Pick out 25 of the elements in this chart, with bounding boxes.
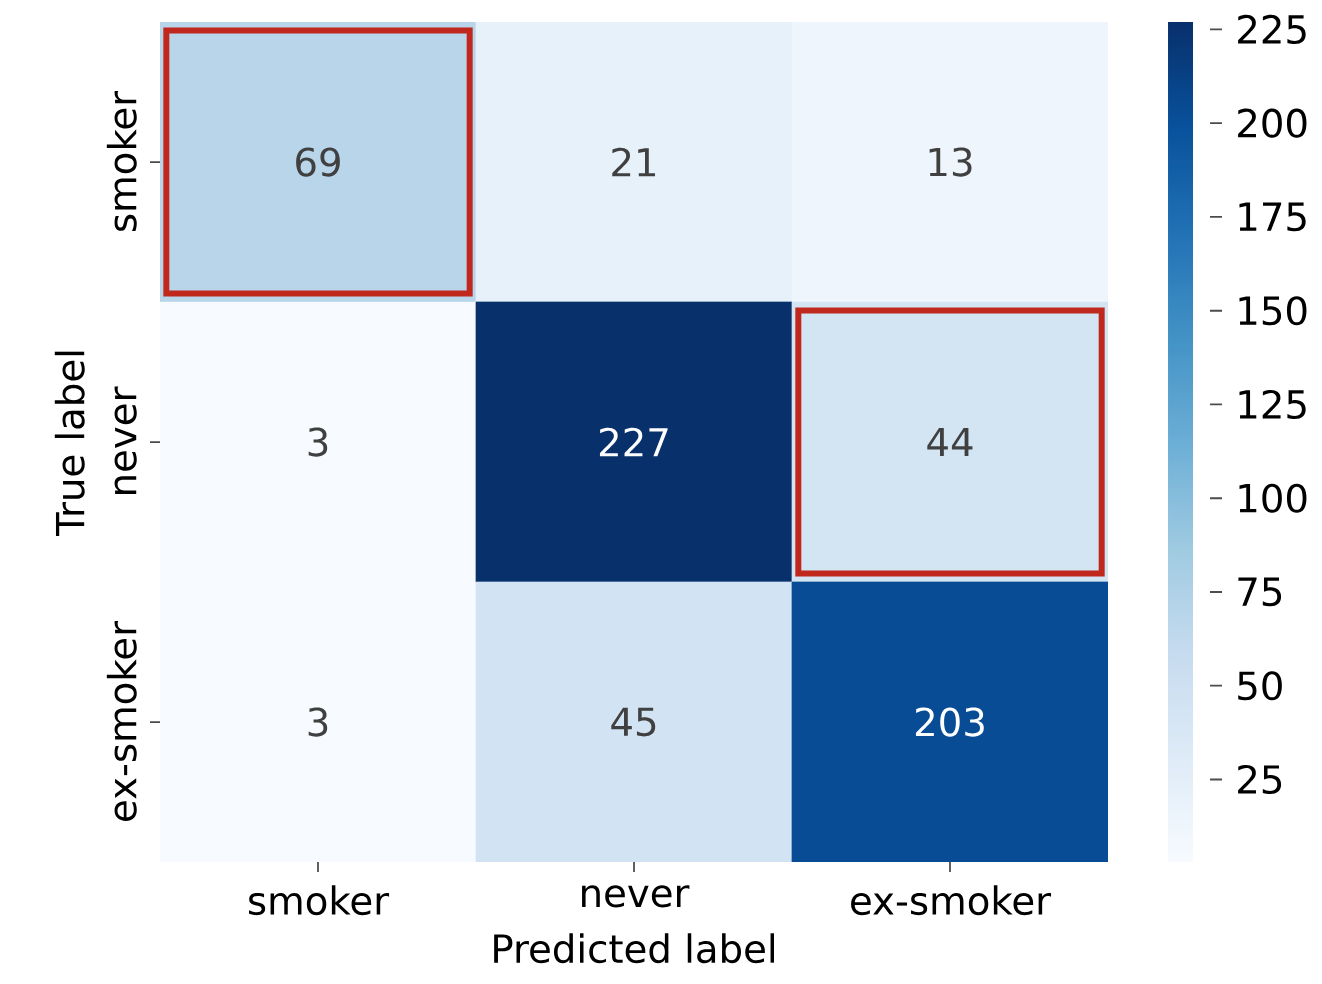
color-bar-label: 50 [1238,671,1282,701]
color-bar-label: 125 [1239,389,1306,420]
data-label: 45 [611,707,656,737]
color-bar-label: 25 [1238,764,1282,795]
data-label: 227 [599,427,668,457]
color-bar-label: 150 [1239,296,1307,326]
x-axis-title: Predicted label [494,933,775,964]
color-bar-label: 75 [1238,577,1282,607]
x-tick-label: smoker [249,885,390,916]
data-label: 13 [929,147,972,177]
data-label: 21 [612,147,656,177]
data-label: 44 [927,427,973,457]
data-label: 3 [308,707,328,737]
x-tick-label: never [582,885,690,908]
color-bar-label: 175 [1239,202,1306,232]
data-label: 3 [308,427,328,457]
y-tick-label: smoker [106,90,137,231]
x-tick-label: ex-smoker [851,885,1052,916]
y-tick-label: never [114,386,137,494]
color-bar-label: 200 [1238,108,1307,138]
color-bar-label: 100 [1239,483,1307,513]
data-label: 203 [915,707,984,737]
y-axis-title: True label [54,351,85,537]
data-label: 69 [296,147,340,177]
color-bar-label: 225 [1238,14,1306,45]
